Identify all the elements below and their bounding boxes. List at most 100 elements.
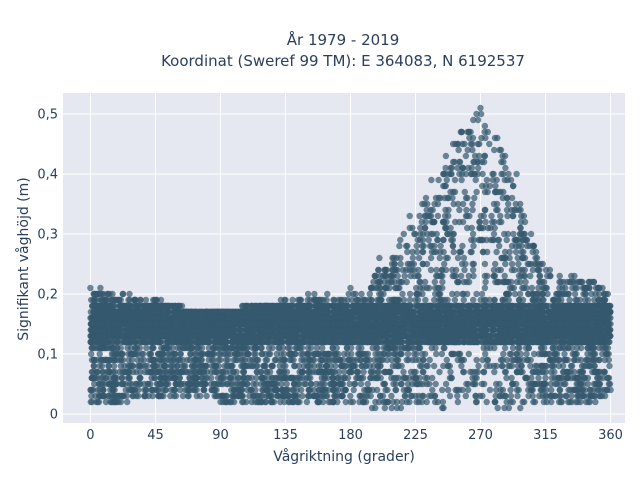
data-point: [421, 350, 429, 358]
data-point: [442, 164, 449, 172]
data-point: [490, 170, 497, 178]
data-point: [486, 140, 493, 148]
data-point: [502, 260, 509, 268]
data-point: [168, 362, 175, 370]
data-point: [419, 260, 427, 268]
data-point: [469, 206, 476, 214]
data-point: [483, 398, 490, 406]
data-point: [477, 296, 484, 304]
data-point: [518, 362, 525, 370]
data-point: [240, 374, 247, 382]
data-point: [307, 380, 315, 388]
data-point: [584, 296, 592, 304]
data-point: [507, 386, 514, 394]
data-point: [532, 248, 540, 256]
data-point: [483, 176, 491, 184]
data-point: [420, 356, 427, 364]
data-point: [406, 290, 414, 298]
data-point: [540, 296, 547, 304]
data-point: [399, 290, 406, 298]
data-point: [456, 206, 463, 214]
data-point: [521, 266, 528, 274]
data-point: [487, 344, 494, 352]
data-point: [454, 200, 462, 208]
data-point: [198, 344, 206, 352]
data-point: [305, 374, 312, 382]
data-point: [88, 344, 96, 352]
data-point: [451, 296, 459, 304]
data-point: [479, 182, 486, 190]
data-point: [342, 398, 349, 406]
data-point: [450, 248, 457, 256]
data-point: [473, 290, 480, 298]
data-point: [431, 278, 438, 286]
data-point: [481, 152, 488, 160]
data-point: [522, 374, 529, 382]
data-point: [384, 398, 392, 406]
data-point: [329, 344, 336, 352]
data-point: [427, 266, 435, 274]
data-point: [422, 194, 430, 202]
data-point: [464, 224, 471, 232]
data-point: [177, 350, 184, 358]
data-point: [592, 398, 599, 406]
data-point: [442, 380, 450, 388]
data-point: [433, 272, 440, 280]
data-point: [462, 152, 470, 160]
data-point: [553, 380, 561, 388]
data-point: [517, 404, 524, 412]
data-point: [317, 362, 325, 370]
data-point: [413, 248, 421, 256]
data-point: [458, 362, 465, 370]
data-point: [398, 362, 405, 370]
data-point: [203, 392, 210, 400]
data-point: [568, 392, 575, 400]
data-point: [438, 350, 446, 358]
data-points: [87, 104, 614, 412]
data-point: [556, 272, 563, 280]
data-point: [461, 266, 468, 274]
data-point: [313, 380, 320, 388]
data-point: [527, 362, 534, 370]
data-point: [509, 344, 517, 352]
data-point: [529, 266, 537, 274]
data-point: [172, 392, 180, 400]
data-point: [361, 296, 369, 304]
data-point: [364, 380, 371, 388]
data-point: [147, 380, 154, 388]
data-point: [566, 296, 573, 304]
data-point: [508, 260, 516, 268]
data-point: [296, 380, 303, 388]
data-point: [508, 356, 516, 364]
data-point: [248, 386, 255, 394]
data-point: [377, 272, 384, 280]
data-point: [528, 374, 535, 382]
data-point: [396, 242, 403, 250]
data-point: [503, 374, 510, 382]
data-point: [360, 368, 367, 376]
data-point: [440, 362, 447, 370]
data-point: [473, 188, 480, 196]
data-point: [304, 290, 312, 298]
data-point: [199, 374, 206, 382]
data-point: [472, 392, 479, 400]
data-point: [421, 278, 429, 286]
data-point: [381, 272, 389, 280]
data-point: [124, 374, 132, 382]
data-point: [511, 266, 518, 274]
data-point: [368, 368, 375, 376]
data-point: [124, 398, 131, 406]
data-point: [439, 278, 446, 286]
data-point: [455, 146, 462, 154]
data-point: [494, 404, 501, 412]
data-point: [404, 248, 411, 256]
data-point: [509, 398, 516, 406]
data-point: [499, 386, 507, 394]
data-point: [142, 296, 150, 304]
data-point: [419, 290, 426, 298]
data-point: [432, 344, 439, 352]
data-point: [462, 392, 469, 400]
data-point: [505, 404, 513, 412]
data-point: [469, 374, 476, 382]
data-point: [522, 278, 529, 286]
